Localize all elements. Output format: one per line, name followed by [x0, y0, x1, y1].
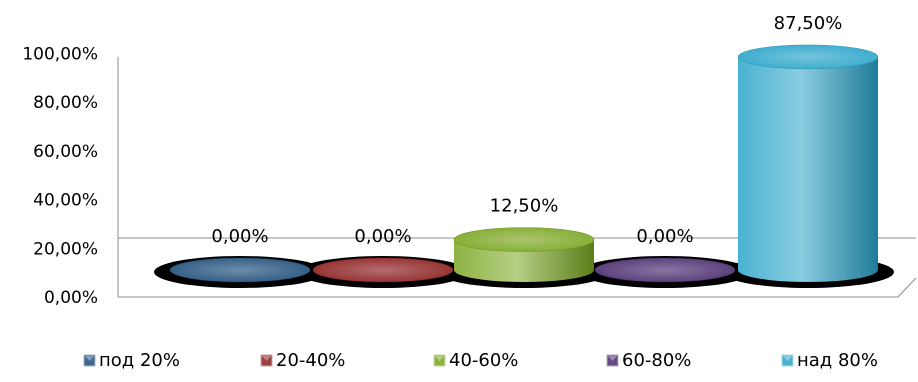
y-tick-label: 20,00% — [33, 239, 98, 259]
data-label: 0,00% — [636, 226, 693, 247]
legend-swatch-highlight — [783, 356, 792, 361]
bar-top — [169, 257, 311, 283]
legend-label: 60-80% — [622, 350, 691, 371]
bars-layer — [169, 44, 879, 283]
y-tick-label: 80,00% — [33, 93, 98, 113]
bar-top — [594, 257, 736, 283]
axis-layer: 0,00% 20,00% 40,00% 60,00% 80,00% 100,00% — [22, 45, 917, 308]
y-tick-label: 0,00% — [44, 288, 98, 308]
y-tick-label: 60,00% — [33, 142, 98, 162]
data-label: 12,50% — [490, 196, 559, 217]
legend-swatch-highlight — [435, 356, 444, 361]
legend-label: 20-40% — [276, 350, 345, 371]
data-label: 0,00% — [211, 226, 268, 247]
labels-layer: 0,00% 0,00% 12,50% 0,00% 87,50% — [211, 13, 842, 247]
bar-top — [737, 44, 879, 70]
legend-label: над 80% — [797, 350, 878, 371]
legend-swatch-highlight — [262, 356, 271, 361]
legend-swatch-highlight — [608, 356, 617, 361]
bar-top — [453, 227, 595, 252]
legend-layer: под 20% 20-40% 40-60% 60-80% над 80% — [83, 350, 878, 371]
legend-label: 40-60% — [449, 350, 518, 371]
floor-right-edge — [897, 277, 917, 298]
data-label: 0,00% — [354, 226, 411, 247]
bar-body — [738, 56, 878, 282]
bar-top — [312, 257, 454, 283]
data-label: 87,50% — [774, 13, 843, 34]
y-tick-label: 40,00% — [33, 191, 98, 211]
legend-swatch-highlight — [85, 356, 94, 361]
legend-label: под 20% — [99, 350, 180, 371]
y-tick-label: 100,00% — [22, 45, 98, 65]
